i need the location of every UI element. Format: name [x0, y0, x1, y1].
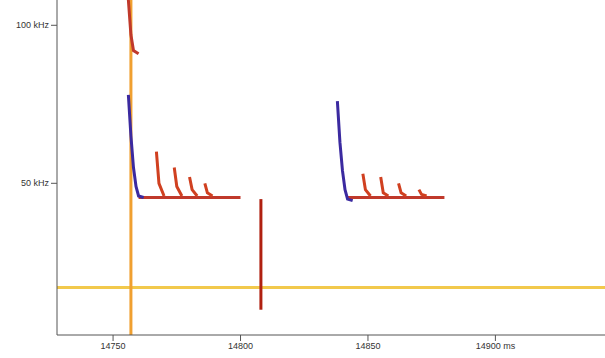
svg-text:14850: 14850 [355, 341, 380, 351]
svg-text:14900 ms: 14900 ms [476, 341, 516, 351]
svg-text:50 kHz: 50 kHz [21, 178, 50, 188]
svg-text:14800: 14800 [228, 341, 253, 351]
svg-text:14750: 14750 [101, 341, 126, 351]
svg-text:100 kHz: 100 kHz [16, 20, 50, 30]
